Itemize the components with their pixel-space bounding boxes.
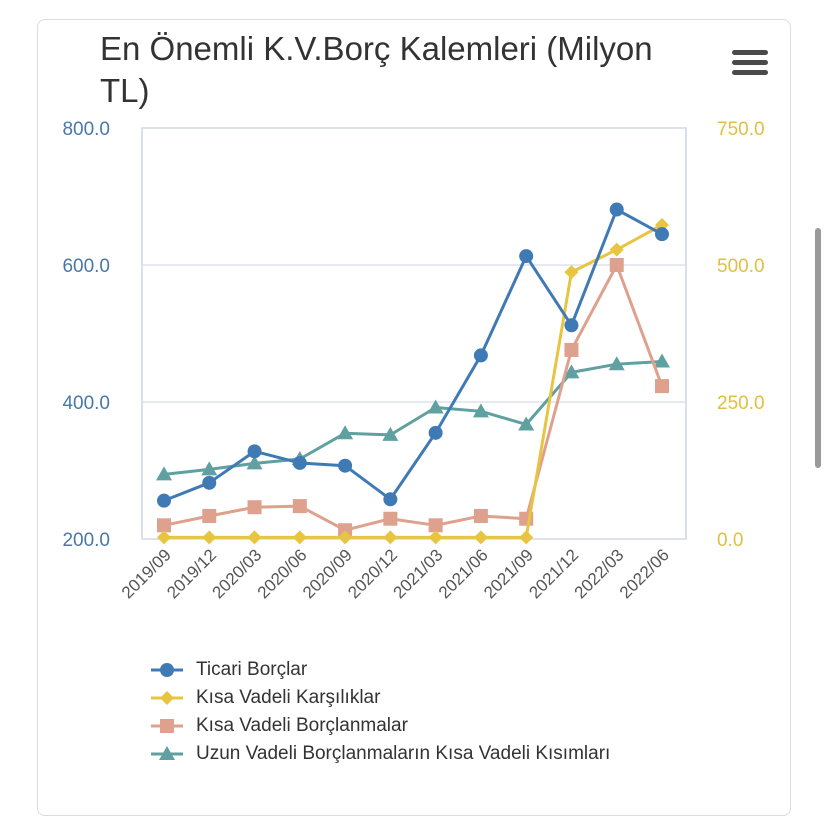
data-point xyxy=(202,530,217,545)
legend-symbol xyxy=(151,746,183,760)
x-tick-label: 2022/03 xyxy=(571,545,628,602)
chart-title: En Önemli K.V.Borç Kalemleri (Milyon TL) xyxy=(100,30,653,109)
right-tick-label: 250.0 xyxy=(717,393,765,414)
data-point xyxy=(202,508,217,523)
right-tick-label: 500.0 xyxy=(717,256,765,277)
data-point xyxy=(563,364,580,379)
chart-card xyxy=(37,19,791,816)
series-line xyxy=(163,208,663,503)
data-point xyxy=(247,500,262,515)
left-tick-label: 800.0 xyxy=(62,119,110,140)
data-point xyxy=(157,530,171,545)
data-point xyxy=(519,530,534,545)
x-tick-label: 2021/03 xyxy=(390,545,447,602)
series-line xyxy=(164,223,663,539)
menu-icon[interactable] xyxy=(732,50,768,76)
data-point xyxy=(564,342,579,357)
data-point xyxy=(337,425,354,440)
series-line xyxy=(163,359,663,476)
data-point xyxy=(655,227,669,242)
x-tick-label: 2019/09 xyxy=(118,545,175,602)
legend-label: Kısa Vadeli Borçlanmalar xyxy=(196,715,408,736)
x-tick-label: 2021/12 xyxy=(525,545,582,602)
data-point xyxy=(473,348,488,363)
data-point xyxy=(564,318,579,333)
x-tick-label: 2020/06 xyxy=(254,545,311,602)
data-point xyxy=(338,458,353,473)
data-point xyxy=(428,425,443,440)
data-point xyxy=(609,202,624,217)
legend-label: Uzun Vadeli Borçlanmaların Kısa Vadeli K… xyxy=(196,743,611,764)
data-point xyxy=(427,399,444,414)
legend-symbol xyxy=(151,663,183,677)
data-point xyxy=(609,258,624,272)
data-point xyxy=(473,508,488,523)
series-line xyxy=(163,263,664,532)
data-point xyxy=(246,455,263,470)
legend-item[interactable]: Uzun Vadeli Borçlanmaların Kısa Vadeli K… xyxy=(150,740,610,768)
legend-symbol xyxy=(151,691,183,705)
left-tick-label: 400.0 xyxy=(62,393,110,414)
legend-label: Ticari Borçlar xyxy=(196,659,308,680)
x-tick-label: 2021/09 xyxy=(480,545,537,602)
data-point xyxy=(609,242,624,257)
data-point xyxy=(608,356,625,371)
data-point xyxy=(518,416,535,431)
data-point xyxy=(292,530,307,545)
legend-item[interactable]: Kısa Vadeli Borçlanmalar xyxy=(150,712,610,740)
left-tick-label: 200.0 xyxy=(62,530,110,551)
scrollbar[interactable] xyxy=(815,228,821,468)
data-point xyxy=(156,466,172,481)
legend: Ticari Borçlar Kısa Vadeli Karşılıklar Kıs… xyxy=(150,656,610,768)
right-tick-label: 750.0 xyxy=(717,119,765,140)
plot-frame xyxy=(141,127,687,540)
x-tick-label: 2022/06 xyxy=(616,545,673,602)
data-point xyxy=(428,530,443,545)
data-point xyxy=(383,530,398,545)
data-point xyxy=(473,530,488,545)
data-point xyxy=(428,518,443,533)
data-point xyxy=(383,492,398,507)
legend-item[interactable]: Ticari Borçlar xyxy=(150,656,610,684)
data-point xyxy=(247,444,262,459)
x-tick-label: 2020/03 xyxy=(208,545,265,602)
x-tick-label: 2019/12 xyxy=(163,545,220,602)
data-point xyxy=(157,518,171,533)
data-point xyxy=(655,379,669,394)
data-point xyxy=(201,461,218,476)
x-tick-label: 2021/06 xyxy=(435,545,492,602)
data-point xyxy=(338,530,353,545)
data-point xyxy=(654,353,670,368)
data-point xyxy=(472,403,489,418)
data-point xyxy=(519,249,534,264)
data-point xyxy=(292,455,307,470)
data-point xyxy=(292,499,307,514)
data-point xyxy=(157,493,171,508)
data-point xyxy=(338,523,353,538)
data-point xyxy=(382,426,399,441)
legend-label: Kısa Vadeli Karşılıklar xyxy=(196,687,381,708)
x-tick-label: 2020/09 xyxy=(299,545,356,602)
legend-item[interactable]: Kısa Vadeli Karşılıklar xyxy=(150,684,610,712)
left-tick-label: 600.0 xyxy=(62,256,110,277)
data-point xyxy=(383,511,398,526)
right-tick-label: 0.0 xyxy=(717,530,743,551)
x-tick-label: 2020/12 xyxy=(344,545,401,602)
data-point xyxy=(247,530,262,545)
legend-symbol xyxy=(151,719,183,733)
data-point xyxy=(202,475,217,490)
data-point xyxy=(564,265,579,280)
